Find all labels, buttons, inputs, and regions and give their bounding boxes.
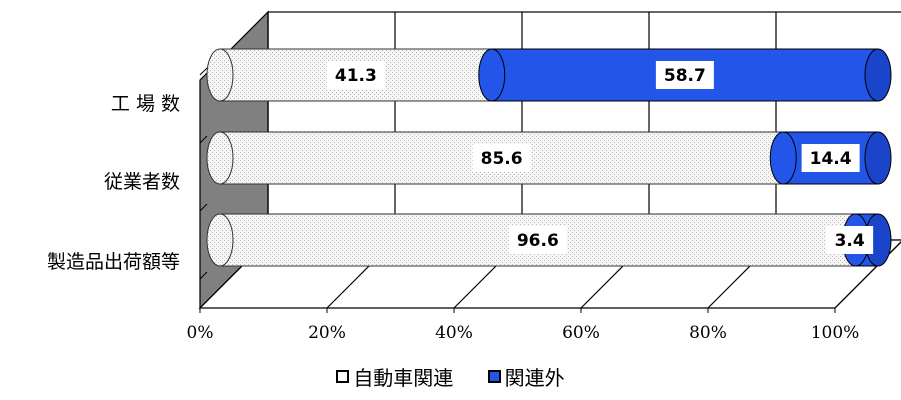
x-tick-label: 40% <box>435 323 473 343</box>
y-tick-mark <box>199 135 208 144</box>
gridline-floor <box>834 241 901 309</box>
legend-item-unrelated: 関連外 <box>487 362 565 391</box>
x-tick-label: 60% <box>562 323 600 343</box>
category-label: 工 場 数 <box>111 93 180 115</box>
data-label-unrelated-bg <box>801 144 860 172</box>
y-tick-mark <box>199 271 208 280</box>
legend-swatch-related <box>336 370 350 383</box>
bar-related-cap <box>206 131 234 185</box>
data-label-related: 41.3 <box>335 66 377 86</box>
data-label-related-bg <box>508 226 567 254</box>
bar-related-cap <box>206 213 234 267</box>
bar-unrelated-join <box>478 48 506 102</box>
y-tick-mark <box>199 203 208 212</box>
legend-swatch-unrelated <box>487 370 501 383</box>
data-label-unrelated-bg <box>655 61 714 89</box>
category-label: 製造品出荷額等 <box>47 251 180 273</box>
x-tick-label: 20% <box>308 323 346 343</box>
data-label-related-bg <box>472 144 531 172</box>
bar-unrelated-end-cap <box>864 131 892 185</box>
x-tick-label: 80% <box>689 323 727 343</box>
data-label-related-bg <box>326 61 385 89</box>
data-label-unrelated: 3.4 <box>835 231 865 251</box>
y-tick-mark <box>199 67 208 76</box>
data-label-related: 85.6 <box>481 149 523 169</box>
bar-unrelated-join <box>769 131 797 185</box>
data-label-unrelated-bg <box>826 226 874 254</box>
bar-related-cap <box>206 48 234 102</box>
category-label: 従業者数 <box>104 171 180 193</box>
x-tick-label: 100% <box>811 323 860 343</box>
data-label-unrelated: 14.4 <box>810 149 852 169</box>
legend: 自動車関連 関連外 <box>0 362 901 391</box>
data-label-related: 96.6 <box>517 231 559 251</box>
bar-unrelated-end-cap <box>864 48 892 102</box>
back-wall <box>267 11 901 241</box>
legend-label-unrelated: 関連外 <box>504 366 565 390</box>
legend-label-related: 自動車関連 <box>353 366 454 390</box>
legend-item-related: 自動車関連 <box>336 362 453 391</box>
x-tick-label: 0% <box>187 323 214 343</box>
data-label-unrelated: 58.7 <box>664 66 706 86</box>
